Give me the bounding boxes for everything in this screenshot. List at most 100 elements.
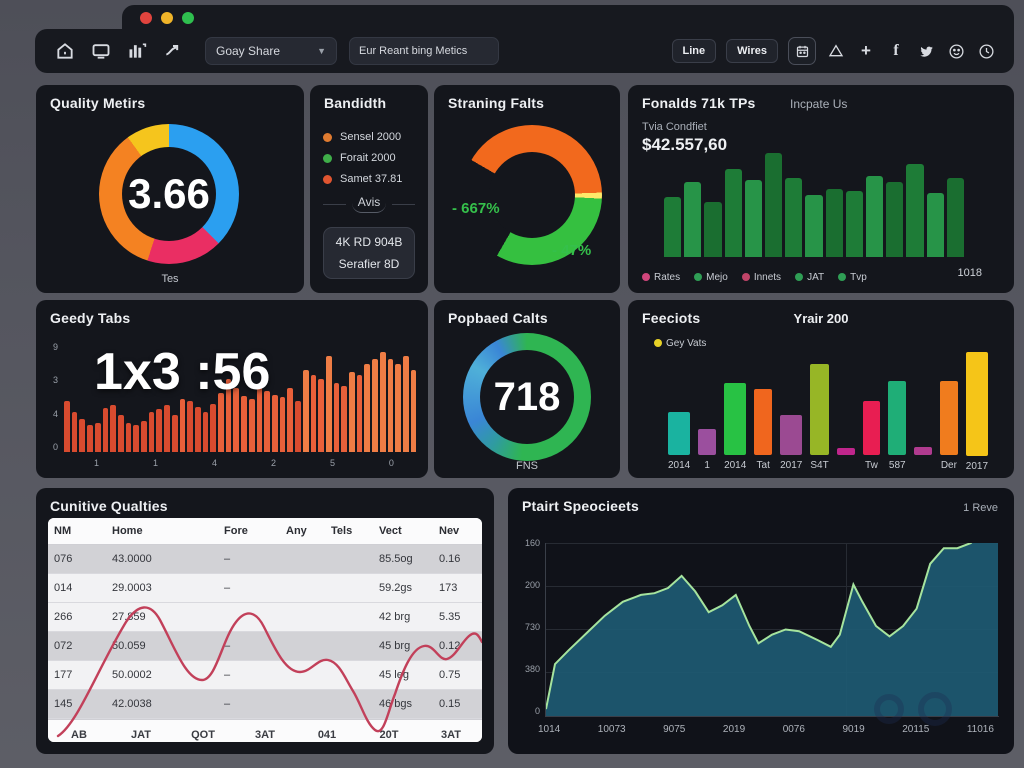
legend-item: Innets <box>741 272 782 283</box>
bar <box>410 369 417 452</box>
watermark-circle <box>874 694 904 724</box>
table-cell <box>280 631 325 661</box>
bar-group: Tat <box>754 352 773 472</box>
table-cell: 29.0003 <box>106 573 218 603</box>
bar <box>810 363 829 455</box>
panel-title: Fonalds 71k TPs <box>642 95 756 111</box>
bar <box>179 398 186 452</box>
twitter-icon[interactable] <box>916 41 936 61</box>
y-tick: 730 <box>524 622 540 632</box>
traffic-light[interactable] <box>140 12 152 24</box>
bar <box>248 398 255 452</box>
home-icon[interactable] <box>55 41 75 61</box>
geedy-y-axis: 9 3 4 0 <box>44 342 58 452</box>
bar <box>906 163 924 257</box>
bar <box>333 382 340 452</box>
bar <box>125 422 132 452</box>
facebook-icon[interactable]: f <box>893 42 899 59</box>
bar <box>325 356 332 452</box>
bar <box>965 352 989 456</box>
bar <box>302 369 309 452</box>
bar <box>805 195 823 257</box>
panel-ptairt: Ptairt Speocieets 1 Reve 160 200 730 380 0 1… <box>508 488 1014 754</box>
bandwidth-buttons: 4K RD 904B Serafier 8D <box>323 227 415 279</box>
search-input[interactable] <box>349 37 499 65</box>
bar <box>148 412 155 452</box>
legend-label: Innets <box>753 272 782 283</box>
area-line <box>546 543 973 710</box>
line-button[interactable]: Line <box>671 39 717 63</box>
feeciots-legend: Gey Vats <box>654 338 706 349</box>
data-table: NM Home Fore Any Tels Vect Nev 076 43.0000–85.5o… <box>48 518 482 742</box>
table-cell: 072 <box>48 631 106 661</box>
serafier-button[interactable]: Serafier 8D <box>338 257 400 271</box>
panel-title: Cunitive Qualties <box>50 498 168 514</box>
table-cell: – <box>218 573 280 603</box>
bar <box>845 191 864 257</box>
display-icon[interactable] <box>91 41 111 61</box>
x-tick: 9019 <box>842 724 865 735</box>
bar-group: 1 <box>698 352 717 472</box>
straining-gauge-chart <box>462 125 602 265</box>
wires-button[interactable]: Wires <box>726 39 778 63</box>
legend-dot <box>323 132 332 142</box>
panel-bandwidth: Bandidth Sensel 2000 Forait 2000 Samet 37.… <box>310 85 428 293</box>
clock-icon[interactable] <box>976 41 996 61</box>
panel-fonalds: Fonalds 71k TPs Incpate Us Tvia Condfiet… <box>628 85 1014 293</box>
column-header: Home <box>106 518 218 545</box>
bar <box>754 389 773 455</box>
x-tick: 0 <box>388 458 394 468</box>
panel-title: Ptairt Speocieets <box>522 498 639 514</box>
bar <box>264 390 270 452</box>
window-titlebar <box>122 5 1014 31</box>
table-cell: 50.059 <box>106 631 218 661</box>
x-tick: 20115 <box>902 724 930 735</box>
table-cell: – <box>218 631 280 661</box>
table-cell: 42 brg <box>373 602 433 632</box>
bar <box>836 447 855 455</box>
footer-label: QOT <box>191 729 215 741</box>
feeciots-subtitle: Yrair 200 <box>793 311 849 326</box>
x-tick: 587 <box>888 460 906 471</box>
table-cell <box>280 660 325 690</box>
trend-arrow-icon[interactable] <box>163 41 183 61</box>
footer-label: 3AT <box>255 729 275 741</box>
table-cell: 46 bgs <box>373 689 433 719</box>
toolbar: Goay Share ▼ Line Wires + f <box>35 29 1014 73</box>
column-header: Vect <box>373 518 433 545</box>
traffic-light[interactable] <box>161 12 173 24</box>
x-tick: 2017 <box>965 461 989 472</box>
table-cell <box>325 573 373 603</box>
bar <box>110 405 116 452</box>
bar <box>187 401 193 452</box>
panel-title: Geedy Tabs <box>50 310 131 326</box>
bar <box>218 393 224 452</box>
panel-title: Bandidth <box>324 95 387 111</box>
triangle-icon[interactable] <box>826 41 846 61</box>
bar-chart-icon[interactable] <box>127 41 147 61</box>
table-cell <box>218 602 280 632</box>
area-x-axis: 1014 10073 9075 2019 0076 9019 20115 11016 <box>538 724 994 735</box>
smiley-icon[interactable] <box>946 41 966 61</box>
table-footer: AB JAT QOT 3AT 041 20T 3AT <box>48 719 482 742</box>
resolution-button[interactable]: 4K RD 904B <box>335 235 403 249</box>
panel-title: Straning Falts <box>448 95 545 111</box>
legend-item: Rates <box>642 272 680 283</box>
y-tick: 0 <box>534 706 540 716</box>
y-tick: 4 <box>52 408 58 419</box>
bar <box>866 175 884 257</box>
bar <box>888 380 907 455</box>
plus-icon[interactable]: + <box>861 41 871 60</box>
table-cell <box>325 660 373 690</box>
calendar-icon[interactable] <box>788 37 816 65</box>
bar <box>926 193 944 257</box>
table-row: 014 29.0003– 59.2gs 173 <box>48 573 482 603</box>
traffic-light[interactable] <box>182 12 194 24</box>
share-dropdown[interactable]: Goay Share ▼ <box>205 37 337 65</box>
bar <box>171 414 178 452</box>
x-tick: 4 <box>211 458 217 468</box>
table-cell: – <box>218 689 280 719</box>
x-tick: 5 <box>329 458 335 468</box>
panel-popbaed-calts: Popbaed Calts 718 FNS <box>434 300 620 478</box>
bar <box>939 380 958 455</box>
